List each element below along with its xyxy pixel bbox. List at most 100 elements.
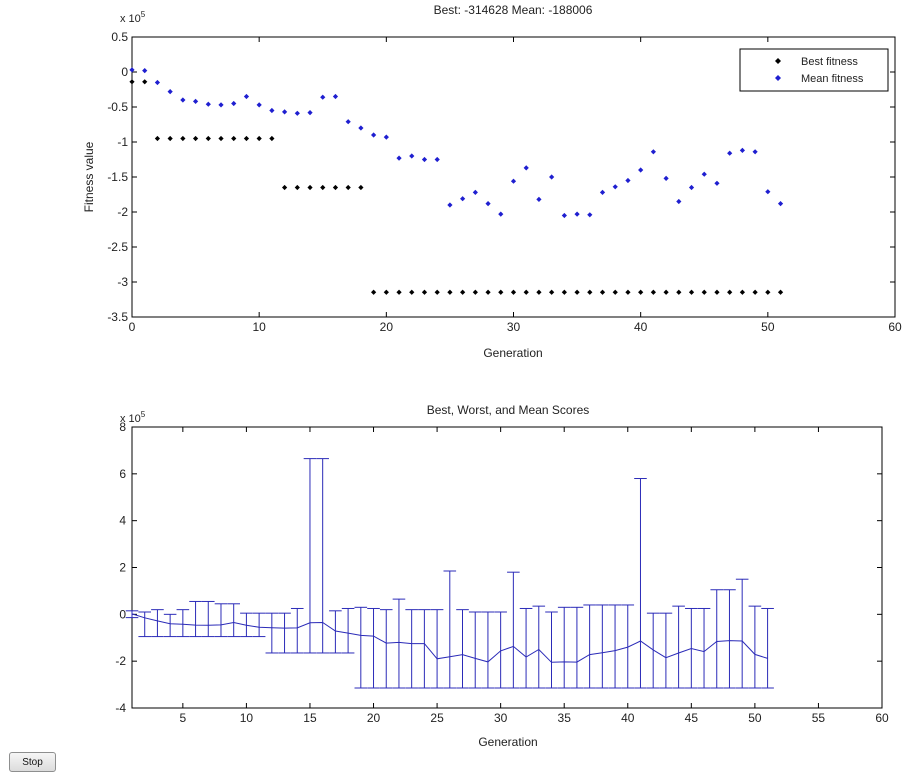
mean-fitness-point (244, 94, 249, 99)
plot2-xtick-label: 55 (812, 711, 826, 725)
plot2-ytick-label: 2 (119, 561, 126, 575)
plot2-xtick-label: 45 (685, 711, 699, 725)
mean-fitness-point (753, 149, 758, 154)
best-fitness-point (435, 290, 440, 295)
best-fitness-point (740, 290, 745, 295)
plot2-ytick-label: -2 (115, 654, 126, 668)
mean-fitness-point (511, 179, 516, 184)
plot2-xtick-label: 5 (180, 711, 187, 725)
mean-fitness-point (358, 125, 363, 130)
plot1-xtick-label: 30 (507, 320, 521, 334)
best-fitness-point (346, 185, 351, 190)
best-fitness-point (511, 290, 516, 295)
plot2-errorbars (126, 459, 774, 688)
plot2-xtick-label: 30 (494, 711, 508, 725)
best-fitness-point (753, 290, 758, 295)
mean-fitness-point (574, 212, 579, 217)
plot1-ytick-label: -3.5 (107, 310, 128, 324)
mean-fitness-point (727, 151, 732, 156)
best-fitness-point (625, 290, 630, 295)
mean-fitness-point (536, 197, 541, 202)
best-fitness-point (460, 290, 465, 295)
mean-fitness-point (371, 132, 376, 137)
mean-fitness-point (460, 196, 465, 201)
plot2-xtick-label: 50 (748, 711, 762, 725)
best-fitness-point (689, 290, 694, 295)
plot1-ytick-label: 0 (121, 65, 128, 79)
scores-plot: Best, Worst, and Mean Scores x 105 5 10 15… (115, 403, 889, 749)
mean-fitness-point (346, 119, 351, 124)
best-fitness-point (574, 290, 579, 295)
plot2-xtick-label: 20 (367, 711, 381, 725)
plot1-ytick-label: -3 (117, 275, 128, 289)
plot1-xtick-label: 10 (252, 320, 266, 334)
best-fitness-point (485, 290, 490, 295)
best-fitness-point (142, 79, 147, 84)
plot1-ytick-label: -1 (117, 135, 128, 149)
plot1-ytick-label: 0.5 (111, 30, 128, 44)
legend-best-label: Best fitness (801, 56, 858, 68)
plot1-ytick-label: -1.5 (107, 170, 128, 184)
plot1-xtick-label: 0 (129, 320, 136, 334)
best-fitness-point (524, 290, 529, 295)
plot1-ytick-label: -0.5 (107, 100, 128, 114)
best-fitness-point (422, 290, 427, 295)
mean-fitness-point (180, 97, 185, 102)
mean-fitness-point (765, 189, 770, 194)
best-fitness-point (714, 290, 719, 295)
plot2-xtick-label: 40 (621, 711, 635, 725)
legend-mean-label: Mean fitness (801, 73, 864, 85)
mean-fitness-point (282, 109, 287, 114)
best-fitness-point (651, 290, 656, 295)
best-fitness-point (168, 136, 173, 141)
fitness-plot: Best: -314628 Mean: -188006 x 105 0 10 20 3… (82, 3, 902, 360)
best-fitness-point (320, 185, 325, 190)
plot2-ytick-label: 4 (119, 514, 126, 528)
plot1-legend: Best fitness Mean fitness (740, 49, 888, 91)
plot2-ticks: 5 10 15 20 25 30 35 40 45 50 55 6086420-2-4 (115, 420, 889, 725)
best-fitness-point (447, 290, 452, 295)
best-fitness-point (244, 136, 249, 141)
plot1-title: Best: -314628 Mean: -188006 (434, 3, 593, 17)
mean-fitness-point (498, 212, 503, 217)
mean-fitness-point (435, 157, 440, 162)
mean-fitness-point (320, 95, 325, 100)
mean-fitness-point (193, 99, 198, 104)
mean-fitness-point (333, 94, 338, 99)
plot2-xtick-label: 15 (303, 711, 317, 725)
mean-fitness-point (409, 153, 414, 158)
mean-fitness-point (168, 89, 173, 94)
best-fitness-point (702, 290, 707, 295)
plot2-xtick-label: 25 (430, 711, 444, 725)
plot1-exponent-power: 5 (141, 10, 146, 19)
plot2-xtick-label: 60 (875, 711, 889, 725)
best-fitness-point (613, 290, 618, 295)
mean-fitness-point (689, 185, 694, 190)
mean-fitness-point (778, 201, 783, 206)
best-fitness-point (206, 136, 211, 141)
plot1-exponent: x 105 (120, 10, 146, 25)
best-fitness-point (307, 185, 312, 190)
best-fitness-point (257, 136, 262, 141)
mean-fitness-point (295, 111, 300, 116)
mean-fitness-point (600, 190, 605, 195)
mean-fitness-point (702, 172, 707, 177)
best-fitness-point (193, 136, 198, 141)
mean-fitness-point (651, 149, 656, 154)
stop-button[interactable]: Stop (9, 752, 56, 772)
mean-fitness-point (269, 108, 274, 113)
best-fitness-point (371, 290, 376, 295)
best-fitness-point (562, 290, 567, 295)
best-fitness-point (358, 185, 363, 190)
mean-fitness-point (231, 101, 236, 106)
plot1-xtick-label: 50 (761, 320, 775, 334)
plot1-xtick-label: 60 (888, 320, 902, 334)
best-fitness-point (269, 136, 274, 141)
mean-fitness-point (422, 157, 427, 162)
best-fitness-point (282, 185, 287, 190)
mean-fitness-point (613, 184, 618, 189)
plot2-ytick-label: 8 (119, 420, 126, 434)
mean-fitness-point (714, 181, 719, 186)
best-fitness-point (727, 290, 732, 295)
best-fitness-point (129, 79, 134, 84)
